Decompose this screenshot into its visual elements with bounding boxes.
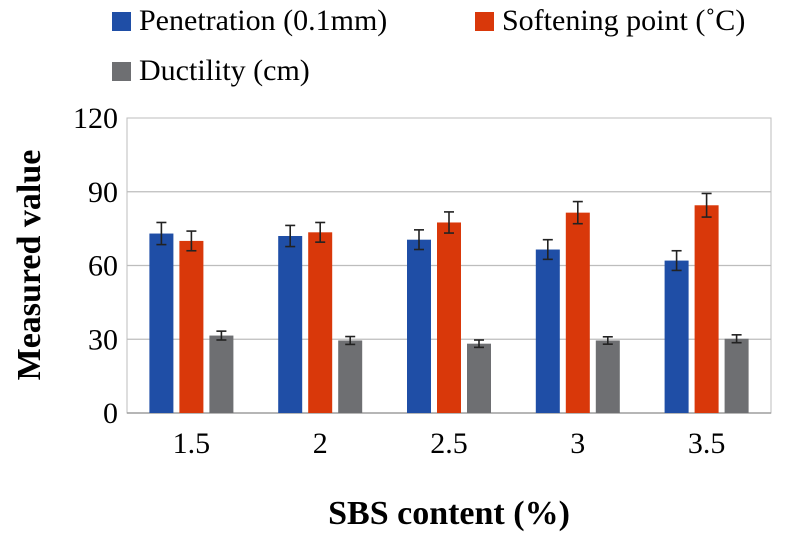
bar <box>308 232 333 413</box>
legend-label-softening-point: Softening point (˚C) <box>502 4 746 37</box>
y-axis-title: Measured value <box>11 149 48 381</box>
y-tick-label: 30 <box>88 323 118 356</box>
legend-swatch-ductility <box>112 61 131 81</box>
bar <box>565 212 590 413</box>
y-tick-label: 90 <box>88 176 118 209</box>
bar <box>278 236 303 413</box>
bar <box>467 343 491 413</box>
bar <box>535 249 560 413</box>
legend-swatch-penetration <box>112 11 131 31</box>
bar <box>149 233 174 413</box>
bar <box>694 205 719 413</box>
x-axis-title: SBS content (%) <box>328 495 570 532</box>
bar <box>664 260 689 413</box>
bar <box>724 338 749 413</box>
bar-group <box>664 192 749 413</box>
x-tick-label: 3 <box>570 427 585 460</box>
bar-group <box>278 221 363 413</box>
bar-groups <box>149 192 749 413</box>
x-axis-ticks: 1.5 2 2.5 3 3.5 <box>173 427 726 460</box>
y-tick-label: 0 <box>103 397 118 430</box>
bar-group <box>149 221 234 413</box>
bar-group <box>407 211 491 413</box>
bar <box>437 222 461 413</box>
x-tick-label: 1.5 <box>173 427 211 460</box>
y-axis-ticks: 0 30 60 90 120 <box>73 102 118 430</box>
legend-swatch-softening-point <box>475 11 494 31</box>
legend-item-softening-point: Softening point (˚C) <box>475 4 745 38</box>
bar <box>407 239 431 413</box>
y-tick-label: 60 <box>88 250 118 283</box>
x-tick-label: 2 <box>313 427 328 460</box>
bar <box>338 340 363 413</box>
bar <box>595 340 620 413</box>
y-tick-label: 120 <box>73 102 118 135</box>
legend-label-ductility: Ductility (cm) <box>139 54 310 87</box>
bar-group <box>535 200 620 413</box>
legend-label-penetration: Penetration (0.1mm) <box>139 4 388 37</box>
x-tick-label: 2.5 <box>430 427 468 460</box>
bar <box>179 240 204 413</box>
bar <box>209 335 234 413</box>
x-tick-label: 3.5 <box>688 427 726 460</box>
legend-item-penetration: Penetration (0.1mm) <box>112 4 387 38</box>
legend-item-ductility: Ductility (cm) <box>112 54 310 88</box>
